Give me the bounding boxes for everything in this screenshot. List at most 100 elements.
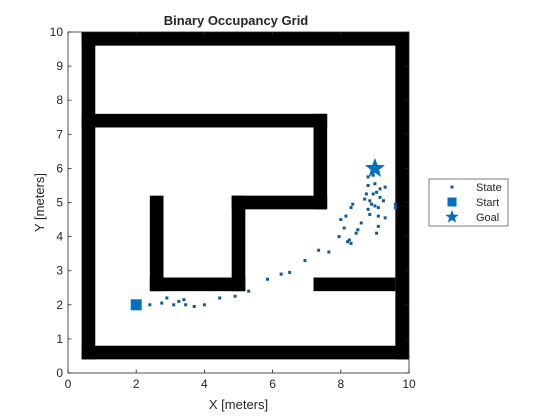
state-point [218,296,222,300]
state-point [366,207,370,211]
state-point [160,301,164,305]
y-tick-label: 4 [56,230,63,244]
state-point [247,289,251,293]
state-point [344,214,348,218]
state-point [182,298,186,302]
x-tick-label: 4 [201,377,208,391]
obstacle-cell [81,345,409,360]
obstacle-cell [81,32,96,360]
state-point [165,296,169,300]
state-point [393,202,397,206]
legend-state-swatch [450,185,454,189]
state-point [368,199,372,203]
state-point [317,248,321,252]
y-axis: 0 1 2 3 4 5 6 7 8 9 10 [50,25,409,380]
state-point [192,305,196,309]
state-point [383,216,387,220]
chart-title: Binary Occupancy Grid [164,13,309,28]
state-point [177,299,181,303]
state-point [354,231,358,235]
x-tick-label: 8 [337,377,344,391]
marker-layer [130,157,397,311]
state-point [378,187,382,191]
y-tick-label: 2 [56,298,63,312]
state-point [381,199,385,203]
state-point [346,240,350,244]
state-point [393,206,397,210]
state-point [288,270,292,274]
state-point [371,173,375,177]
state-point [265,277,269,281]
state-point [184,303,188,307]
y-tick-label: 3 [56,264,63,278]
obstacle-cell [395,32,409,360]
state-point [375,231,379,235]
start-marker [130,299,142,311]
obstacle-cell [313,277,396,292]
y-tick-label: 8 [56,93,63,107]
state-point [376,224,380,228]
state-point [376,206,380,210]
y-tick-label: 10 [50,25,64,39]
legend-state-label: State [476,182,502,194]
legend-goal-label: Goal [476,212,499,224]
obstacle-cell [81,32,409,46]
y-tick-label: 0 [56,366,63,380]
x-axis: 0 2 4 6 8 10 [65,32,416,391]
obstacle-cell [149,277,246,292]
x-tick-label: 2 [133,377,140,391]
obstacle-layer [81,32,409,360]
legend-start-swatch [447,197,457,207]
state-point [347,238,351,242]
x-tick-label: 0 [65,377,72,391]
y-tick-label: 9 [56,59,63,73]
state-point [172,303,176,307]
state-point [383,185,387,189]
x-tick-label: 10 [402,377,416,391]
state-point [349,241,353,245]
obstacle-cell [231,195,328,210]
y-tick-label: 5 [56,196,63,210]
x-tick-label: 6 [269,377,276,391]
state-point [148,303,152,307]
y-tick-label: 6 [56,161,63,175]
state-point [376,214,380,218]
obstacle-cell [231,195,246,292]
state-point [337,235,341,239]
x-axis-label: X [meters] [209,397,268,412]
state-point [303,258,307,262]
state-point [368,212,372,216]
state-point [373,182,377,186]
state-point [378,195,382,199]
state-point [202,303,206,307]
state-point [327,250,331,254]
goal-marker [364,157,385,177]
legend-box [428,178,509,227]
state-point [233,294,237,298]
obstacle-cell [313,113,328,210]
state-point [364,192,368,196]
state-point [371,192,375,196]
y-tick-label: 7 [56,127,63,141]
state-point [366,175,370,179]
legend-goal-swatch [445,210,459,223]
plot-area [67,31,410,374]
state-point [366,183,370,187]
y-tick-label: 1 [56,332,63,346]
obstacle-cell [81,113,328,128]
state-point [359,221,363,225]
state-point [375,190,379,194]
state-point [373,204,377,208]
state-point [363,197,367,201]
legend-start-label: Start [476,197,499,209]
state-point [356,228,360,232]
y-axis-label: Y [meters] [32,173,47,232]
state-point [342,226,346,230]
state-point [339,218,343,222]
state-point [349,206,353,210]
state-point [351,202,355,206]
obstacle-cell [149,195,164,292]
state-point [369,202,373,206]
state-point [279,272,283,276]
